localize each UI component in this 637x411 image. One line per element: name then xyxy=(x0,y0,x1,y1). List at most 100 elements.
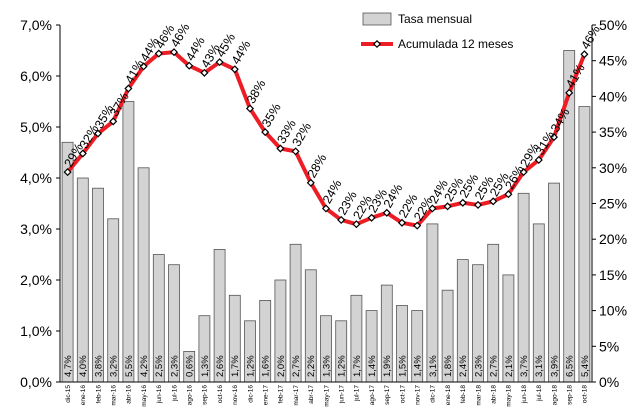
x-tick-label: jul-17 xyxy=(354,385,361,402)
legend-line-marker xyxy=(372,39,382,49)
left-tick-label: 3,0% xyxy=(20,221,52,237)
x-tick-label: sep-17 xyxy=(384,385,391,405)
right-tick-label: 10% xyxy=(599,303,627,319)
x-tick-label: oct-18 xyxy=(582,385,589,403)
bar-value-label: 1,7% xyxy=(230,355,241,377)
bar xyxy=(548,182,560,383)
x-tick-label: feb-16 xyxy=(95,385,102,404)
line-marker xyxy=(139,62,148,71)
x-tick-label: oct-17 xyxy=(399,385,406,403)
line-marker xyxy=(245,104,255,113)
left-tick-label: 0,0% xyxy=(20,374,52,390)
bar xyxy=(137,167,150,383)
line-marker xyxy=(443,202,452,211)
line-marker xyxy=(124,84,133,93)
x-tick-label: may-16 xyxy=(141,385,148,407)
x-tick-label: may-18 xyxy=(506,385,513,407)
bar xyxy=(76,177,89,383)
bar-value-label: 3,8% xyxy=(93,355,104,377)
legend-label-line: Acumulada 12 meses xyxy=(398,37,513,51)
x-tick-label: sep-18 xyxy=(567,385,574,405)
x-tick-label: may-17 xyxy=(323,385,330,407)
x-tick-label: dic-16 xyxy=(247,385,254,403)
x-tick-label: jun-16 xyxy=(156,385,163,404)
x-tick-label: jul-16 xyxy=(171,385,178,402)
bar xyxy=(61,141,74,383)
right-tick-label: 25% xyxy=(599,196,627,212)
legend-bar-swatch xyxy=(362,12,392,26)
line-marker xyxy=(458,198,467,207)
line-marker xyxy=(352,220,361,229)
left-tick-label: 4,0% xyxy=(20,170,52,186)
line-marker xyxy=(185,61,194,70)
x-tick-label: sep-16 xyxy=(202,385,209,405)
line-marker xyxy=(580,50,589,59)
line-marker xyxy=(200,68,209,77)
bar-value-label: 2,6% xyxy=(215,355,226,377)
right-tick-label: 50% xyxy=(599,17,627,33)
right-tick-label: 45% xyxy=(599,53,627,69)
line-marker xyxy=(413,221,422,230)
bar-value-label: 1,6% xyxy=(261,355,272,377)
x-tick-label: nov-16 xyxy=(232,385,239,405)
x-tick-label: abr-18 xyxy=(491,385,498,404)
line-marker xyxy=(473,200,483,209)
line-marker xyxy=(549,133,559,142)
line-marker xyxy=(489,197,498,206)
left-tick-label: 2,0% xyxy=(20,272,52,288)
line-marker xyxy=(321,204,331,213)
bar-value-label: 3,9% xyxy=(549,355,560,377)
right-tick-label: 5% xyxy=(599,338,619,354)
bar-value-label: 2,2% xyxy=(306,355,317,377)
x-tick-label: oct-16 xyxy=(217,385,224,403)
left-tick-label: 6,0% xyxy=(20,68,52,84)
bar-value-label: 2,1% xyxy=(504,355,515,377)
x-tick-label: dic-17 xyxy=(430,385,437,403)
bar-value-label: 2,7% xyxy=(291,355,302,377)
bar-value-label: 4,0% xyxy=(78,355,89,377)
line-marker xyxy=(291,147,300,156)
bar-value-label: 2,0% xyxy=(276,355,287,377)
x-tick-label: ago-18 xyxy=(551,385,558,406)
right-tick-label: 40% xyxy=(599,88,627,104)
line-marker xyxy=(367,213,376,222)
line-marker xyxy=(382,208,391,217)
x-tick-label: nov-17 xyxy=(415,385,422,405)
x-tick-label: ago-16 xyxy=(186,385,193,406)
line-marker xyxy=(534,155,543,164)
axes: 0,0% 1,0% 2,0% 3,0% 4,0% 5,0% 6,0% 7,0% 0% 5% 10% 1… xyxy=(20,17,627,407)
bar-value-label: 2,5% xyxy=(154,355,165,377)
bar-value-label: 1,9% xyxy=(382,355,393,377)
bar-value-label: 2,3% xyxy=(169,355,180,377)
left-tick-label: 1,0% xyxy=(20,323,52,339)
bar-value-label: 3,1% xyxy=(534,355,545,377)
line-marker xyxy=(428,204,437,213)
bar-value-label: 1,5% xyxy=(397,355,408,377)
bar-value-label: 1,3% xyxy=(200,355,211,377)
x-tick-label: feb-17 xyxy=(278,385,285,404)
right-tick-label: 35% xyxy=(599,124,627,140)
bar-value-label: 0,6% xyxy=(185,355,196,377)
bar-value-label: 1,3% xyxy=(321,355,332,377)
line-series xyxy=(63,48,589,230)
line-marker xyxy=(154,49,163,58)
x-tick-label: mar-18 xyxy=(475,385,482,406)
line-marker xyxy=(78,149,87,158)
bar-value-label: 3,7% xyxy=(519,355,530,377)
bar-value-label: 5,5% xyxy=(124,355,135,377)
line-marker xyxy=(230,65,239,74)
x-tick-label: dic-15 xyxy=(65,385,72,403)
line-marker xyxy=(63,168,72,177)
x-tick-label: ene-17 xyxy=(263,385,270,406)
left-tick-label: 5,0% xyxy=(20,119,52,135)
line-marker xyxy=(397,218,407,227)
line-marker xyxy=(215,58,224,67)
bar xyxy=(578,106,591,383)
bar-value-label: 5,4% xyxy=(580,355,591,377)
bar xyxy=(92,187,104,383)
x-tick-label: mar-17 xyxy=(293,385,300,406)
bar-value-label: 1,4% xyxy=(413,355,424,377)
x-tick-label: feb-18 xyxy=(460,385,467,404)
